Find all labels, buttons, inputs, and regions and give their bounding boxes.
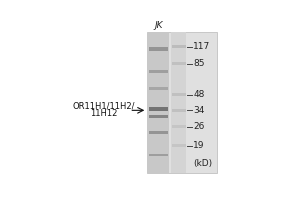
Bar: [148, 131, 168, 134]
Text: 26: 26: [193, 122, 205, 131]
Text: 19: 19: [193, 141, 205, 150]
Text: 48: 48: [193, 90, 205, 99]
Text: JK: JK: [154, 21, 163, 30]
Text: 11H12: 11H12: [90, 109, 118, 118]
Bar: [148, 154, 168, 156]
Bar: [171, 32, 186, 173]
Text: 34: 34: [193, 106, 205, 115]
Bar: [148, 70, 168, 73]
Bar: [148, 32, 169, 173]
Bar: [172, 125, 186, 128]
Text: OR11H1/11H2/: OR11H1/11H2/: [73, 102, 135, 111]
Bar: [148, 107, 168, 111]
Bar: [172, 62, 186, 65]
Bar: [172, 93, 186, 96]
Bar: [172, 45, 186, 48]
Text: (kD): (kD): [193, 159, 212, 168]
Bar: [172, 144, 186, 147]
Bar: [172, 109, 186, 112]
Text: 117: 117: [193, 42, 211, 51]
Bar: [148, 115, 168, 118]
Bar: [148, 47, 168, 51]
Bar: [147, 32, 217, 173]
Text: 85: 85: [193, 59, 205, 68]
Bar: [148, 87, 168, 90]
